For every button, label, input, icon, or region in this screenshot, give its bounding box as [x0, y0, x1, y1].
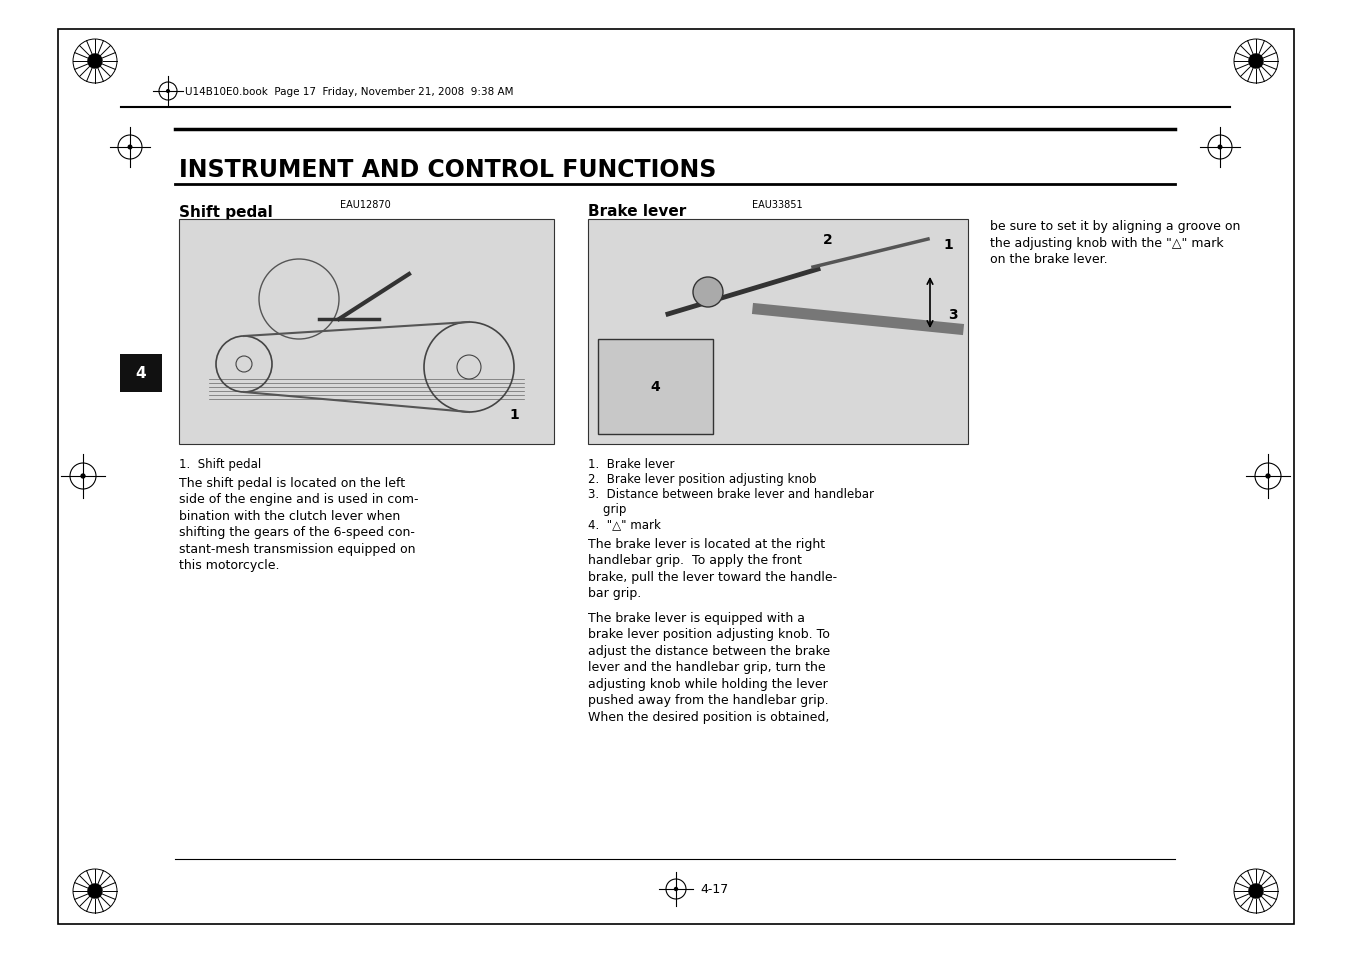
Text: The brake lever is equipped with a: The brake lever is equipped with a: [588, 612, 805, 624]
Text: U14B10E0.book  Page 17  Friday, November 21, 2008  9:38 AM: U14B10E0.book Page 17 Friday, November 2…: [185, 87, 513, 97]
Text: 4-17: 4-17: [700, 882, 728, 896]
Text: 1: 1: [943, 237, 952, 252]
Text: 1.  Shift pedal: 1. Shift pedal: [178, 457, 261, 471]
Text: 4: 4: [650, 379, 659, 394]
Text: handlebar grip.  To apply the front: handlebar grip. To apply the front: [588, 554, 802, 567]
Text: When the desired position is obtained,: When the desired position is obtained,: [588, 710, 830, 723]
Circle shape: [88, 55, 103, 69]
Text: adjusting knob while holding the lever: adjusting knob while holding the lever: [588, 678, 828, 690]
Text: Shift pedal: Shift pedal: [178, 204, 273, 219]
Text: 3: 3: [948, 308, 958, 322]
Text: bination with the clutch lever when: bination with the clutch lever when: [178, 510, 400, 522]
Text: EAU12870: EAU12870: [340, 200, 390, 210]
Text: the adjusting knob with the "△" mark: the adjusting knob with the "△" mark: [990, 236, 1224, 250]
Text: lever and the handlebar grip, turn the: lever and the handlebar grip, turn the: [588, 660, 825, 674]
Text: 4.  "△" mark: 4. "△" mark: [588, 517, 661, 531]
Text: 1: 1: [509, 408, 519, 421]
Text: The shift pedal is located on the left: The shift pedal is located on the left: [178, 476, 405, 490]
Text: 1.  Brake lever: 1. Brake lever: [588, 457, 674, 471]
Text: Brake lever: Brake lever: [588, 204, 686, 219]
Text: brake lever position adjusting knob. To: brake lever position adjusting knob. To: [588, 628, 830, 640]
Text: 3.  Distance between brake lever and handlebar: 3. Distance between brake lever and hand…: [588, 488, 874, 500]
Text: 2: 2: [823, 233, 832, 247]
Text: adjust the distance between the brake: adjust the distance between the brake: [588, 644, 830, 658]
Circle shape: [1266, 475, 1270, 478]
Text: EAU33851: EAU33851: [753, 200, 802, 210]
Bar: [120, 355, 162, 393]
Circle shape: [693, 277, 723, 308]
Bar: [588, 220, 969, 444]
Circle shape: [166, 91, 169, 93]
Text: 4: 4: [135, 366, 146, 381]
Text: The brake lever is located at the right: The brake lever is located at the right: [588, 537, 825, 551]
Circle shape: [128, 146, 132, 150]
Bar: [178, 220, 554, 444]
Text: on the brake lever.: on the brake lever.: [990, 253, 1108, 266]
Text: bar grip.: bar grip.: [588, 587, 642, 599]
Text: 2.  Brake lever position adjusting knob: 2. Brake lever position adjusting knob: [588, 473, 816, 485]
Circle shape: [81, 475, 85, 478]
Circle shape: [674, 887, 677, 890]
Text: side of the engine and is used in com-: side of the engine and is used in com-: [178, 493, 419, 506]
Text: INSTRUMENT AND CONTROL FUNCTIONS: INSTRUMENT AND CONTROL FUNCTIONS: [178, 158, 716, 182]
Circle shape: [1248, 884, 1263, 898]
Text: be sure to set it by aligning a groove on: be sure to set it by aligning a groove o…: [990, 220, 1240, 233]
Text: grip: grip: [588, 502, 627, 516]
Circle shape: [88, 884, 103, 898]
Circle shape: [1248, 55, 1263, 69]
Text: brake, pull the lever toward the handle-: brake, pull the lever toward the handle-: [588, 571, 838, 583]
Circle shape: [1219, 146, 1221, 150]
Text: pushed away from the handlebar grip.: pushed away from the handlebar grip.: [588, 694, 828, 707]
Bar: [598, 339, 713, 435]
Text: this motorcycle.: this motorcycle.: [178, 558, 280, 572]
Text: stant-mesh transmission equipped on: stant-mesh transmission equipped on: [178, 542, 416, 556]
Text: shifting the gears of the 6-speed con-: shifting the gears of the 6-speed con-: [178, 526, 415, 539]
